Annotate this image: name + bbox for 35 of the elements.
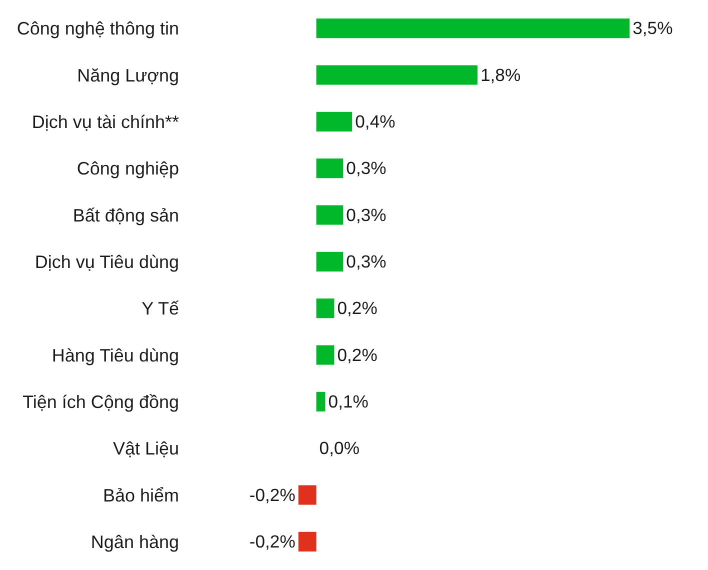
y-tick-label: Ngân hàng	[90, 532, 179, 552]
bar	[298, 485, 316, 505]
data-label: 0,3%	[346, 252, 387, 272]
bar	[316, 298, 334, 318]
y-tick-label: Tiện ích Cộng đồng	[22, 392, 179, 412]
y-tick-label: Hàng Tiêu dùng	[52, 345, 179, 366]
data-label: 3,5%	[632, 18, 674, 38]
bar	[316, 345, 334, 365]
data-label: -0,2%	[249, 532, 296, 552]
y-tick-label: Bảo hiểm	[102, 485, 179, 506]
bar	[316, 392, 326, 412]
data-label: 0,1%	[328, 392, 369, 412]
data-label: 0,2%	[337, 298, 378, 318]
bar	[316, 158, 344, 178]
data-label: 0,3%	[346, 158, 387, 178]
y-tick-label: Dịch vụ Tiêu dùng	[34, 252, 179, 272]
bar	[316, 205, 344, 225]
data-label: 1,8%	[480, 64, 521, 85]
data-label: 0,4%	[355, 112, 396, 132]
data-label: -0,2%	[249, 484, 296, 505]
y-tick-label: Công nghệ thông tin	[16, 18, 179, 39]
bar	[316, 112, 352, 132]
data-label: 0,2%	[337, 344, 378, 365]
bar	[316, 252, 344, 272]
y-tick-label: Năng Lượng	[77, 65, 179, 86]
data-label: 0,3%	[346, 204, 387, 225]
y-tick-label: Y Tế	[142, 298, 179, 319]
y-tick-label: Dịch vụ tài chính**	[32, 112, 179, 132]
data-label: 0,0%	[319, 438, 360, 458]
bar	[316, 65, 478, 85]
bar	[316, 18, 630, 38]
y-tick-label: Công nghiệp	[76, 158, 179, 179]
y-tick-label: Bất động sản	[72, 205, 179, 226]
y-tick-label: Vật Liệu	[112, 438, 179, 459]
bar	[298, 532, 316, 552]
